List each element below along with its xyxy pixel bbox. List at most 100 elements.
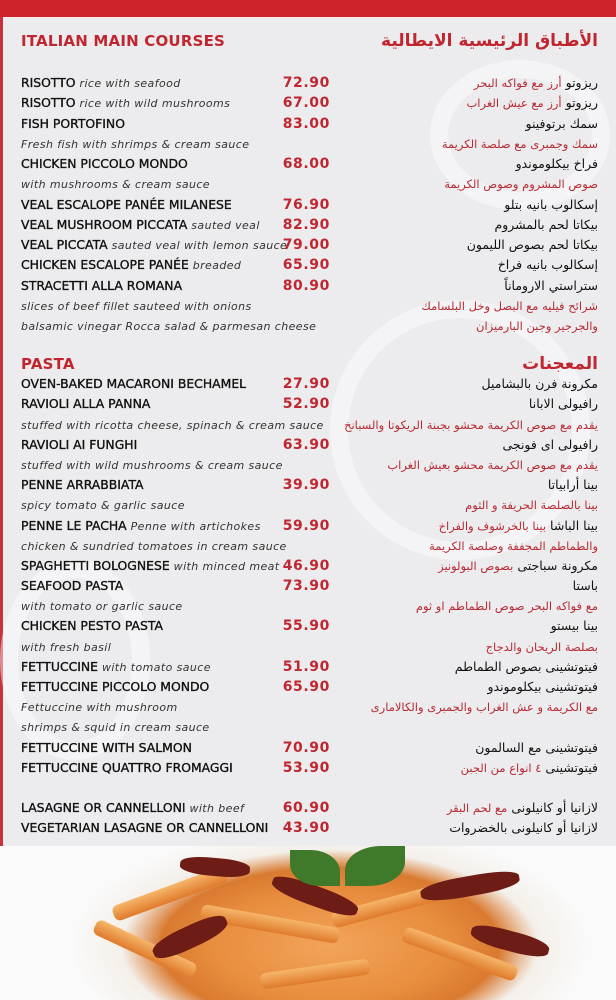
spacer [0, 778, 616, 798]
menu-list: OVEN-BAKED MACARONI BECHAMEL 27.90 مكرونة … [0, 374, 616, 838]
item-description-en: with tomato or garlic sauce [21, 600, 183, 614]
item-price: 73.90 [282, 578, 330, 595]
item-text-ar: يقدم مع صوص الكريمة محشو بجبنة الريكوتا … [344, 415, 598, 435]
item-description-en: with mushrooms & cream sauce [21, 178, 210, 192]
menu-item: RAVIOLI ALLA PANNA 52.90 رافيولى الابانا [0, 394, 616, 414]
item-name-ar: ريزوتو [565, 95, 598, 111]
item-text-ar: ريزوتو أرز مع فواكه البحر [474, 73, 598, 93]
item-description-ar: يقدم مع صوص الكريمة محشو بعيش الغراب [387, 457, 598, 472]
item-description-en: chicken & sundried tomatoes in cream sau… [21, 539, 287, 553]
item-name-ar: لازانيا أو كانيلونى [511, 800, 598, 816]
item-name-ar: لازانيا أو كانيلونى بالخضروات [449, 820, 598, 836]
item-name-ar: بيكاتا لحم بالمشروم [494, 216, 598, 232]
item-text-ar: مع فواكه البحر صوص الطماطم او ثوم [416, 596, 598, 616]
section-header: PASTA المعجنات [0, 354, 616, 374]
item-price: 43.90 [282, 820, 330, 837]
item-text-ar: سمك وجمبرى مع صلصة الكريمة [442, 134, 598, 154]
menu-item: OVEN-BAKED MACARONI BECHAMEL 27.90 مكرونة … [0, 374, 616, 394]
section-title-ar: الأطباق الرئيسية الايطالية [381, 31, 598, 51]
item-name-en: FISH PORTOFINO [21, 115, 125, 131]
item-price: 76.90 [282, 196, 330, 213]
menu-item: VEAL ESCALOPE PANÉE MILANESE 76.90 إسكالوب… [0, 195, 616, 215]
item-description-en: with beef [189, 802, 245, 816]
item-text-en: LASAGNE OR CANNELLONI with beef [21, 798, 244, 819]
item-price: 39.90 [282, 477, 330, 494]
menu-item: RAVIOLI AI FUNGHI 63.90 رافيولى اى فونجى [0, 435, 616, 455]
item-price: 55.90 [282, 618, 330, 635]
item-description-en: Fresh fish with shrimps & cream sauce [21, 137, 250, 151]
item-description-ar: أرز مع فواكه البحر [473, 76, 562, 90]
item-price: 79.00 [282, 237, 330, 253]
item-text-ar: مكرونة فرن بالبشاميل [482, 374, 598, 394]
item-text-ar: والطماطم المجففة وصلصة الكريمة [429, 536, 598, 556]
item-text-ar: بينا بالصلصة الحريفة و الثوم [465, 495, 598, 515]
section-header: ITALIAN MAIN COURSES الأطباق الرئيسية ال… [0, 31, 616, 51]
item-text-ar: فراخ بيكلوموندو [516, 154, 598, 174]
menu-item: PENNE ARRABBIATA 39.90 بينا أرابياتا [0, 475, 616, 495]
menu-item: VEAL MUSHROOM PICCATA sauted veal 82.90 بي… [0, 215, 616, 235]
item-name-en: CHICKEN PESTO PASTA [21, 618, 163, 634]
item-name-en: RAVIOLI ALLA PANNA [21, 396, 151, 412]
menu-item-description: with fresh basil بصلصة الريحان والدجاج [0, 637, 616, 657]
item-name-en: FETTUCCINE WITH SALMON [21, 739, 192, 755]
item-text-ar: شرائح فيليه مع البصل وخل البلسامك [421, 296, 598, 316]
item-description-en: rice with seafood [79, 77, 181, 90]
item-name-ar: سمك برتوفينو [525, 115, 599, 131]
menu-item-description: shrimps & squid in cream sauce [0, 717, 616, 737]
item-text-en: VEGETARIAN LASAGNE OR CANNELLONI [21, 818, 269, 838]
menu-item-description: balsamic vinegar Rocca salad & parmesan … [0, 316, 616, 336]
item-text-ar: إسكالوب بانيه بتلو [504, 195, 598, 215]
item-description-en: slices of beef fillet sauteed with onion… [21, 299, 252, 313]
item-text-ar: مكرونة سباجتى بصوص البولونيز [438, 556, 598, 576]
item-text-en: with fresh basil [21, 637, 111, 658]
menu-item: SEAFOOD PASTA 73.90 باستا [0, 576, 616, 596]
item-text-ar: رافيولى اى فونجى [502, 435, 598, 455]
item-description-ar: يقدم مع صوص الكريمة محشو بجبنة الريكوتا … [344, 417, 598, 432]
item-price: 82.90 [282, 216, 330, 233]
pasta-section: PASTA المعجنات OVEN-BAKED MACARONI BECHA… [0, 354, 616, 839]
item-price: 83.00 [282, 115, 330, 132]
item-name-ar: رافيولى الابانا [528, 396, 598, 412]
item-name-ar: إسكالوب بانيه فراخ [497, 257, 598, 273]
left-red-edge [0, 17, 3, 847]
item-name-en: CHICKEN PICCOLO MONDO [21, 156, 188, 171]
item-text-ar: ستراستي الاروماناً [504, 276, 598, 296]
menu-item-description: Fresh fish with shrimps & cream sauce سمك… [0, 134, 616, 154]
item-name-ar: بينا بيستو [550, 618, 598, 634]
menu-item: FETTUCCINE QUATTRO FROMAGGI 53.90 فيتوتشين… [0, 758, 616, 778]
menu-item: PENNE LE PACHA Penne with artichokes 59.9… [0, 516, 616, 536]
item-name-en: RISOTTO [21, 75, 76, 90]
item-price: 63.90 [282, 436, 330, 453]
item-name-ar: فيتوتشينى [545, 759, 598, 775]
item-price: 65.90 [282, 257, 330, 274]
item-text-ar: ريزوتو أرز مع عيش الغراب [466, 93, 598, 113]
item-description-ar: والطماطم المجففة وصلصة الكريمة [429, 538, 598, 553]
item-text-en: STRACETTI ALLA ROMANA [21, 276, 182, 296]
item-price: 80.90 [282, 277, 330, 294]
item-description-en: with tomato sauce [101, 660, 211, 674]
menu-item: FETTUCCINE WITH SALMON 70.90 فيتوتشينى مع … [0, 738, 616, 758]
menu-item-description: slices of beef fillet sauteed with onion… [0, 296, 616, 316]
item-text-en: RISOTTO rice with wild mushrooms [21, 93, 230, 114]
menu-item: CHICKEN PICCOLO MONDO 68.00 فراخ بيكلوموند… [0, 154, 616, 174]
item-text-en: with mushrooms & cream sauce [21, 174, 210, 195]
basil-leaf [290, 850, 340, 886]
item-price: 68.00 [282, 156, 330, 172]
item-text-en: slices of beef fillet sauteed with onion… [21, 296, 252, 317]
item-price: 59.90 [282, 517, 330, 534]
item-text-ar: صوص المشروم وصوص الكريمة [444, 174, 598, 194]
item-text-ar: والجرجير وجبن البارميزان [476, 316, 598, 336]
menu-item-description: with tomato or garlic sauce مع فواكه البح… [0, 596, 616, 616]
menu-item: CHICKEN ESCALOPE PANÉE breaded 65.90 إسكال… [0, 255, 616, 275]
item-description-ar: مع الكريمة و عش الغراب والجمبرى والكالام… [370, 700, 598, 715]
item-description-ar: ٤ انواع من الجبن [460, 760, 542, 775]
tomato-shape [149, 910, 231, 964]
item-text-en: FETTUCCINE WITH SALMON [21, 738, 192, 758]
item-text-ar: بيكاتا لحم بالمشروم [494, 215, 598, 235]
menu-item-description: Fettuccine with mushroom مع الكريمة و عش … [0, 697, 616, 717]
item-text-ar: فيتوتشينى بصوص الطماطم [455, 657, 598, 677]
item-text-ar: لازانيا أو كانيلونى مع لحم البقر [447, 798, 598, 818]
section-title-en: ITALIAN MAIN COURSES [21, 32, 226, 50]
item-description-en: with fresh basil [21, 640, 112, 654]
item-name-ar: إسكالوب بانيه بتلو [504, 196, 598, 212]
